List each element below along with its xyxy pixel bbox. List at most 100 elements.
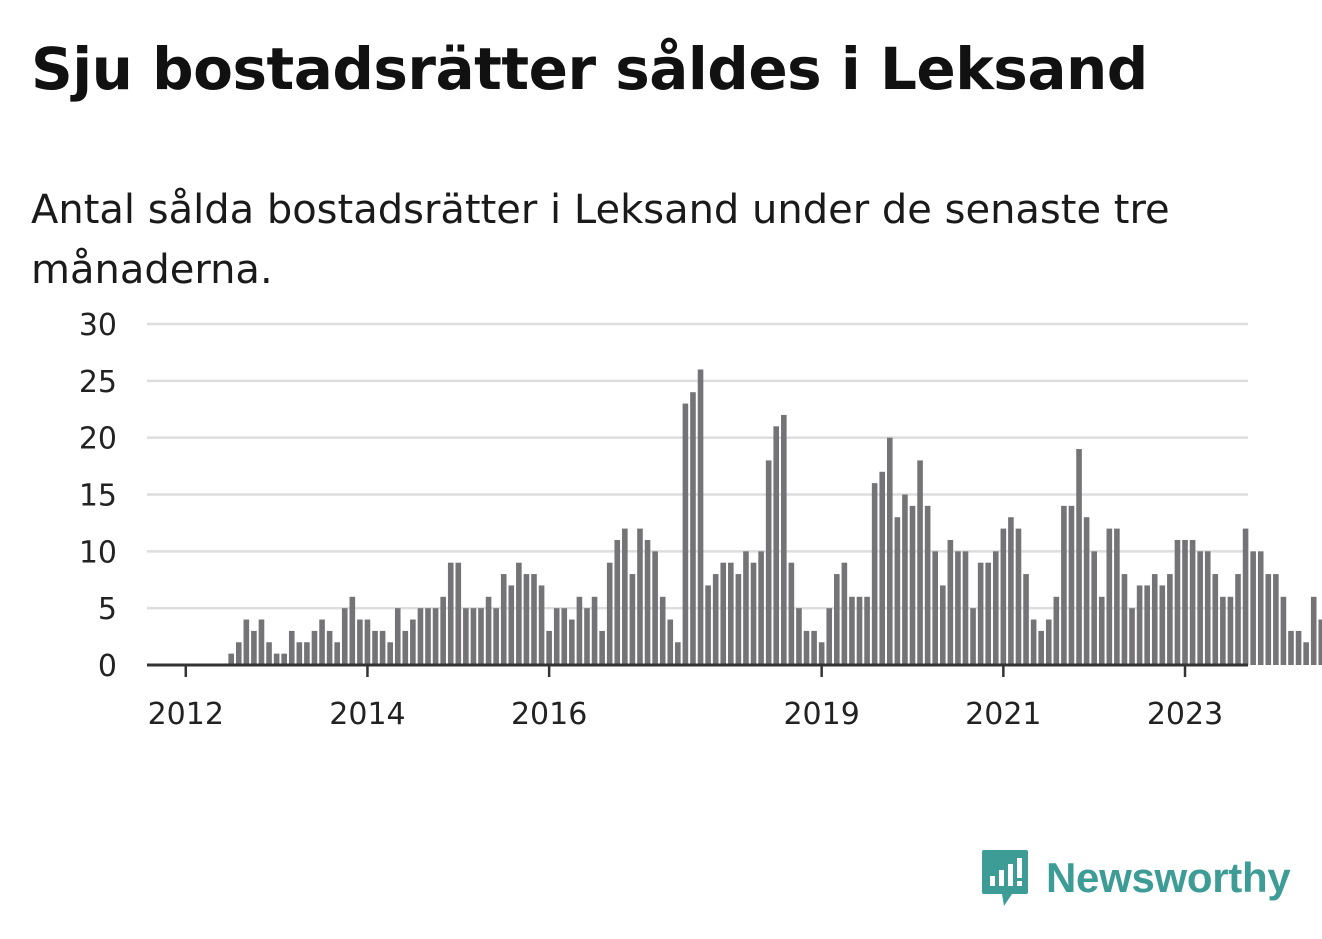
bar — [1091, 551, 1097, 665]
bar — [523, 574, 530, 665]
bar — [1151, 574, 1158, 665]
bar — [834, 574, 840, 665]
bar — [985, 562, 991, 665]
bar — [493, 608, 499, 665]
bar — [606, 562, 613, 665]
bar — [357, 619, 363, 665]
chart-subtitle: Antal sålda bostadsrätter i Leksand unde… — [31, 187, 1170, 293]
bar — [288, 630, 295, 665]
bar — [447, 562, 454, 665]
bar — [947, 539, 954, 665]
bar — [712, 574, 719, 665]
bar — [1008, 517, 1014, 665]
x-tick-label: 2012 — [148, 697, 224, 732]
bar — [675, 642, 681, 665]
bar — [319, 619, 325, 665]
bar — [841, 562, 848, 665]
bar — [735, 574, 742, 665]
bar — [432, 608, 439, 665]
y-tick-label: 30 — [79, 308, 117, 343]
bar — [258, 619, 265, 665]
bar — [788, 562, 795, 665]
bar — [917, 460, 923, 665]
bar — [500, 574, 507, 665]
bar — [516, 562, 522, 665]
y-tick-label: 25 — [79, 365, 117, 400]
bar — [773, 426, 780, 665]
x-tick-label: 2016 — [511, 697, 587, 732]
bar — [531, 574, 537, 665]
bar — [894, 517, 901, 665]
bar — [281, 653, 287, 665]
bar — [1220, 596, 1226, 665]
bar — [1068, 505, 1075, 665]
bar — [932, 551, 939, 665]
bar — [561, 608, 568, 665]
bar — [243, 619, 250, 665]
bar — [546, 630, 552, 665]
bar — [311, 630, 318, 665]
bar — [349, 596, 356, 665]
bar — [879, 471, 886, 665]
bar — [1023, 574, 1029, 665]
bar — [682, 403, 689, 665]
bar — [296, 642, 303, 665]
bar — [924, 505, 931, 665]
chart-title: Sju bostadsrätter såldes i Leksand — [31, 35, 1148, 103]
bar — [1242, 528, 1249, 665]
bar — [569, 619, 575, 665]
bar — [955, 551, 961, 665]
bar — [849, 596, 855, 665]
bar — [1129, 608, 1135, 665]
bar — [1318, 619, 1322, 665]
y-tick-label: 15 — [79, 479, 117, 514]
bar — [652, 551, 658, 665]
bar — [1235, 574, 1241, 665]
bar — [1250, 551, 1256, 665]
bar — [463, 608, 469, 665]
bar — [705, 585, 711, 665]
bar — [1121, 574, 1128, 665]
bar — [644, 539, 651, 665]
bar — [341, 608, 348, 665]
bar — [417, 608, 424, 665]
bar — [425, 608, 431, 665]
bar — [1030, 619, 1037, 665]
bar — [803, 630, 810, 665]
bar — [902, 494, 908, 665]
bar — [909, 505, 916, 665]
bar — [659, 596, 666, 665]
bar — [864, 596, 870, 665]
bar — [1167, 574, 1173, 665]
bar — [1182, 539, 1188, 665]
bar — [1295, 630, 1302, 665]
gridlines — [147, 322, 1248, 610]
bar — [667, 619, 674, 665]
bar — [402, 630, 409, 665]
bar — [273, 653, 280, 665]
bar — [553, 608, 560, 665]
bar — [826, 608, 833, 665]
bar — [992, 551, 999, 665]
bar — [1273, 574, 1279, 665]
bar — [818, 642, 825, 665]
bar — [758, 551, 764, 665]
bar — [697, 369, 704, 665]
axes — [147, 663, 1248, 677]
bar — [1053, 596, 1060, 665]
bar — [584, 608, 590, 665]
bar — [728, 562, 734, 665]
bar — [1212, 574, 1219, 665]
bar — [304, 642, 310, 665]
bar — [394, 608, 401, 665]
bar — [538, 585, 545, 665]
bar — [811, 630, 817, 665]
bar — [720, 562, 727, 665]
bar — [485, 596, 492, 665]
bar — [1106, 528, 1113, 665]
bar — [1189, 539, 1196, 665]
bar — [629, 574, 636, 665]
bar — [478, 608, 484, 665]
bar — [387, 642, 393, 665]
bar — [364, 619, 371, 665]
